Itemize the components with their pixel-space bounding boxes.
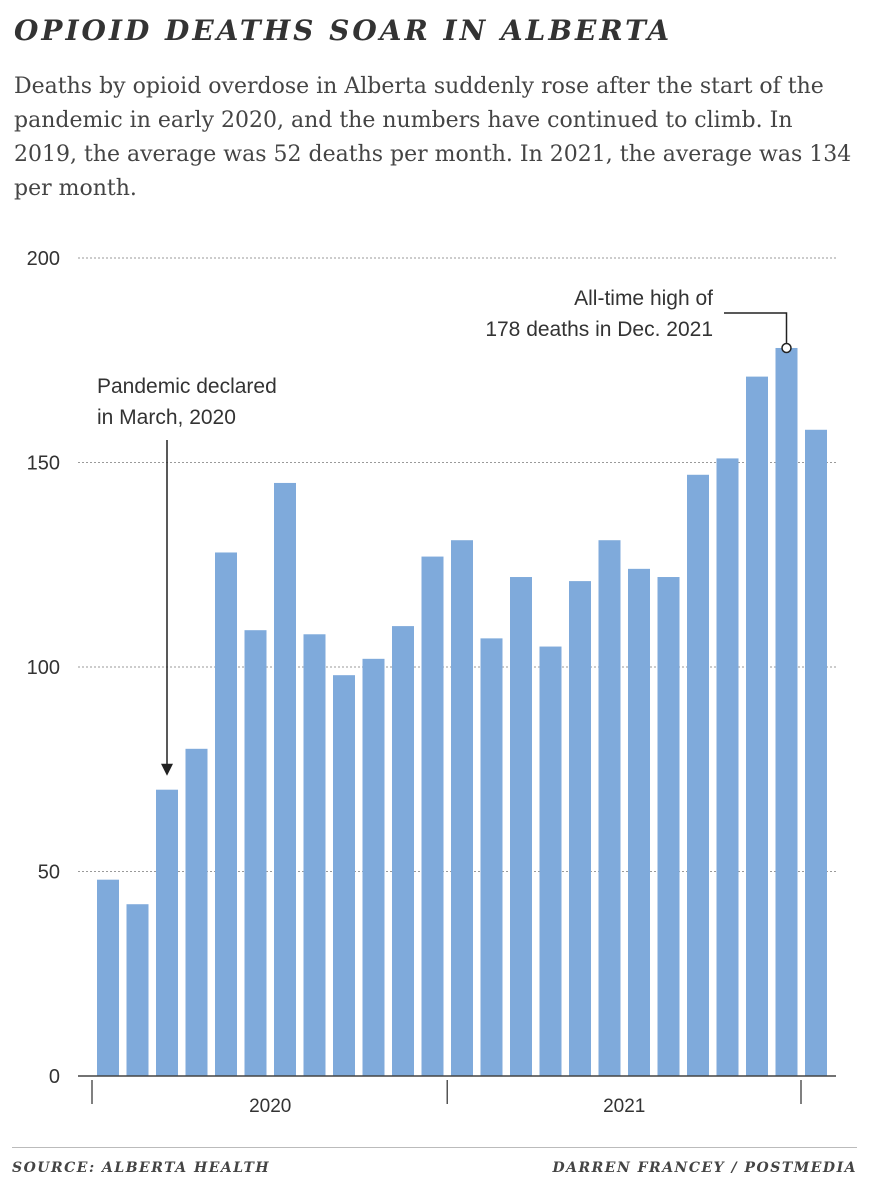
chart-title: OPIOID DEATHS SOAR IN ALBERTA: [14, 14, 673, 47]
bars: [97, 347, 827, 1077]
bar: [333, 675, 355, 1076]
bar: [185, 748, 208, 1076]
bar: [156, 789, 178, 1076]
bar: [657, 577, 680, 1076]
bar: [126, 904, 149, 1076]
bar: [775, 347, 798, 1077]
bar: [510, 577, 532, 1076]
bar: [569, 581, 591, 1076]
x-tick-label: 2020: [249, 1096, 291, 1117]
bar: [480, 638, 503, 1076]
bar: [628, 568, 650, 1076]
y-tick-label: 50: [38, 862, 60, 884]
y-tick-label: 200: [27, 248, 60, 270]
chart-subtitle: Deaths by opioid overdose in Alberta sud…: [14, 74, 852, 201]
bar: [244, 630, 267, 1076]
peak-marker: [781, 342, 792, 354]
bar: [539, 646, 562, 1076]
bar: [716, 458, 739, 1076]
gridlines: 0 50 100 150 200: [27, 248, 836, 1088]
y-tick-label: 150: [27, 453, 60, 475]
y-tick-label: 0: [49, 1066, 60, 1088]
annotation-arrowhead: [161, 763, 173, 776]
bar: [97, 879, 119, 1076]
bar: [421, 556, 444, 1076]
bar: [392, 626, 414, 1076]
footer-divider: [12, 1147, 857, 1148]
bar: [805, 429, 827, 1076]
annotation-label: 178 deaths in Dec. 2021: [485, 318, 713, 341]
x-tick-label: 2021: [603, 1096, 645, 1117]
bar: [303, 634, 326, 1076]
annotation-label: in March, 2020: [97, 406, 236, 429]
bar: [451, 540, 473, 1076]
source-credit: SOURCE: ALBERTA HEALTH: [12, 1160, 271, 1176]
bar: [746, 376, 768, 1076]
x-axis: 2020 2021: [78, 1075, 836, 1117]
bar-chart: 0 50 100 150 200 2020 2021 Pandemic declared i…: [27, 248, 836, 1117]
bar: [687, 474, 709, 1076]
bar: [362, 658, 385, 1076]
author-credit: DARREN FRANCEY / POSTMEDIA: [552, 1160, 857, 1176]
annotation-label: Pandemic declared: [97, 375, 277, 398]
annotation-leader: [724, 312, 788, 343]
bar: [274, 482, 296, 1076]
bar: [598, 540, 621, 1076]
y-tick-label: 100: [27, 657, 60, 679]
bar: [215, 552, 237, 1076]
annotation-label: All-time high of: [574, 287, 713, 310]
annotations: Pandemic declared in March, 2020 All-time …: [97, 287, 792, 776]
